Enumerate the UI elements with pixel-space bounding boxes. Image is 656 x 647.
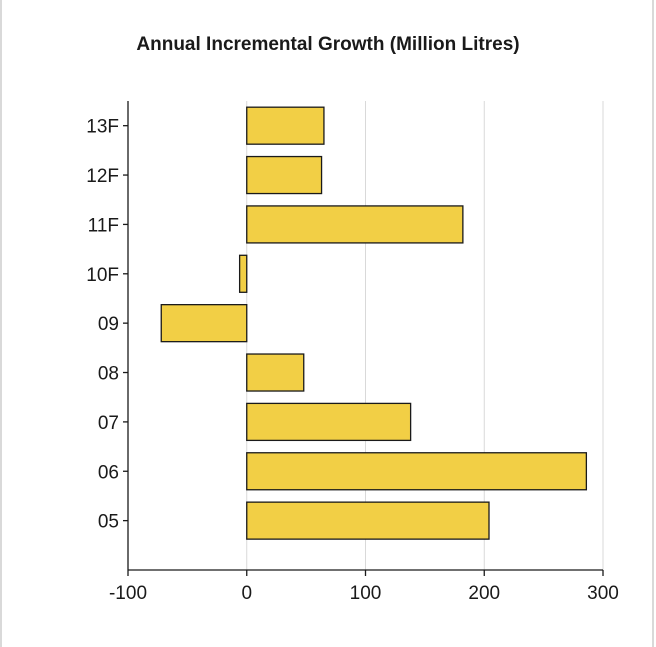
bar-07 (246, 402, 412, 442)
y-tick-label-06: 06 (98, 462, 119, 483)
bar-12f (246, 155, 323, 195)
bar-10f (238, 254, 248, 293)
x-tick-label: -100 (109, 583, 147, 604)
y-tick-label-12f: 12F (86, 166, 119, 187)
x-tick-label: 300 (587, 583, 619, 604)
x-tick-label: 200 (468, 583, 500, 604)
x-tick-label: 0 (241, 583, 252, 604)
y-tick-label-10f: 10F (86, 265, 119, 286)
frame-right-border (652, 0, 654, 647)
y-tick-label-13f: 13F (86, 117, 119, 138)
y-tick-label-05: 05 (98, 512, 119, 533)
bar-09 (160, 304, 248, 343)
bar-11f (246, 205, 464, 244)
y-tick-label-08: 08 (98, 364, 119, 385)
frame-left-border (0, 0, 2, 647)
bar-05 (246, 501, 490, 540)
bar-13f (246, 106, 325, 145)
chart-title: Annual Incremental Growth (Million Litre… (136, 34, 520, 55)
x-tick-label: 100 (350, 583, 382, 604)
y-tick-label-09: 09 (98, 314, 119, 335)
y-tick-label-07: 07 (98, 413, 119, 434)
bar-08 (246, 353, 305, 392)
bar-06 (246, 452, 588, 491)
y-tick-label-11f: 11F (88, 215, 119, 236)
